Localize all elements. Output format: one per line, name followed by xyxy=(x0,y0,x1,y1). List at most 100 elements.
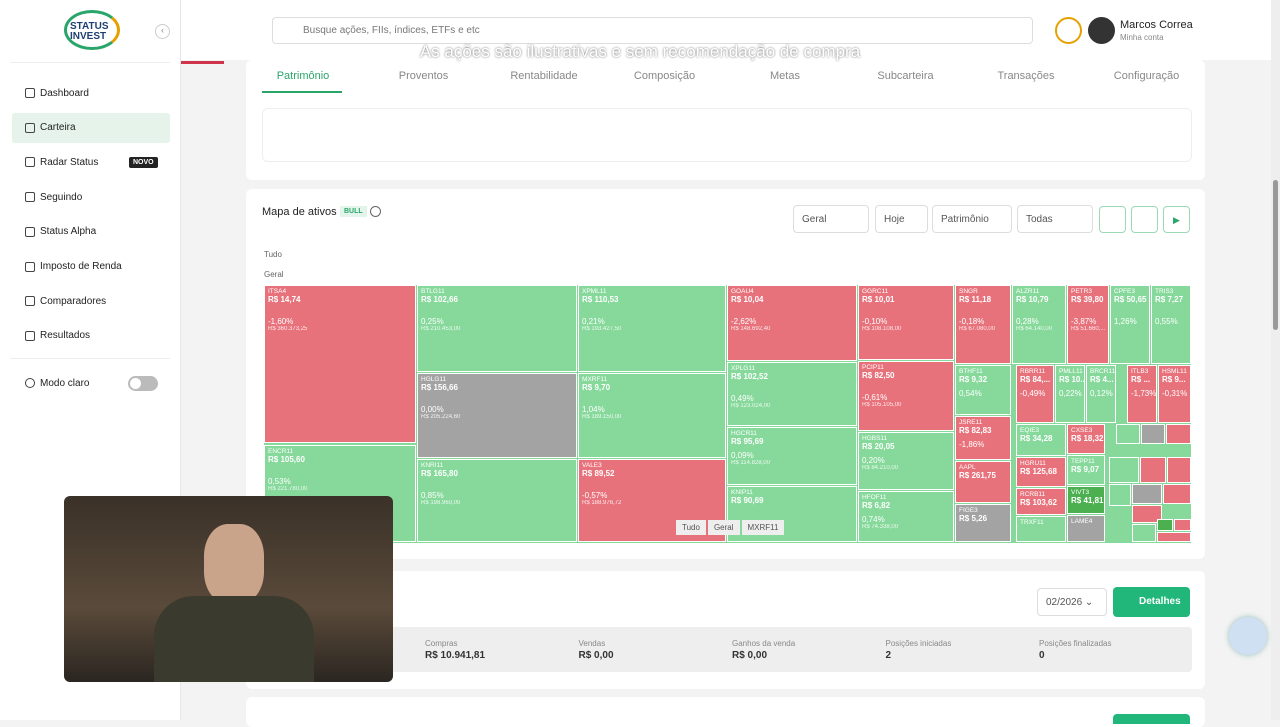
treemap-tile[interactable]: RBRR11 R$ 84,... -0,49% xyxy=(1016,365,1054,423)
treemap-tile[interactable]: HGBS11 R$ 20,05 0,20% R$ 84.210,00 xyxy=(858,432,954,490)
filter[interactable]: Todas xyxy=(1017,205,1093,233)
price: R$ 20,05 xyxy=(862,442,895,452)
nav-item[interactable]: Imposto de Renda xyxy=(12,252,170,282)
crumb[interactable]: Tudo xyxy=(676,520,706,535)
tab[interactable]: Configuração xyxy=(1113,70,1180,82)
collapse[interactable]: ‹ xyxy=(155,24,170,39)
label: Comparadores xyxy=(40,295,107,307)
month-select[interactable]: 02/2026 ⌄ xyxy=(1037,588,1107,616)
treemap-tile xyxy=(1132,505,1162,523)
crumb[interactable]: Geral xyxy=(707,520,740,535)
treemap-tile[interactable]: RCRB11 R$ 103,62 xyxy=(1016,488,1066,515)
nav-item[interactable]: Resultados xyxy=(12,321,170,351)
ticker: BTLG11 xyxy=(421,288,445,295)
nav-item[interactable]: Radar Status xyxy=(12,147,170,177)
nav-item[interactable]: Carteira xyxy=(12,112,170,143)
change: 0,12% xyxy=(1090,388,1113,398)
treemap-tile[interactable]: SNGR R$ 11,18 -0,18% R$ 67.080,00 xyxy=(955,285,1011,364)
treemap-tile[interactable]: TEPP11 R$ 9,07 xyxy=(1067,455,1105,485)
treemap-tile[interactable]: HGRU11 R$ 125,68 xyxy=(1016,457,1066,487)
share[interactable] xyxy=(1131,206,1158,233)
treemap-tile[interactable]: LAME4 xyxy=(1067,515,1105,542)
amount: R$ 108.108,00 xyxy=(862,325,902,332)
treemap-tile[interactable]: TRIS3 R$ 7,27 0,55% xyxy=(1151,285,1191,364)
treemap-tile[interactable]: HFOF11 R$ 6,82 0,74% R$ 74.338,00 xyxy=(858,491,954,542)
crumb[interactable]: Tudo xyxy=(264,250,282,259)
stat: Ganhos da venda R$ 0,00 xyxy=(732,639,795,661)
treemap-tile[interactable]: TRXF11 xyxy=(1016,516,1066,542)
label: Radar Status xyxy=(40,156,99,168)
tab[interactable]: Subcarteira xyxy=(877,70,934,82)
treemap-tile[interactable]: HGCR11 R$ 95,69 0,09% R$ 114.828,00 xyxy=(727,427,857,485)
tab[interactable]: Rentabilidade xyxy=(510,70,578,82)
chat[interactable] xyxy=(1229,617,1267,655)
info[interactable] xyxy=(370,206,381,217)
badge: NOVO xyxy=(129,157,158,168)
treemap-tile[interactable]: MXRF11 R$ 9,70 1,04% R$ 189.150,00 xyxy=(578,373,726,458)
nav-item[interactable]: Status Alpha xyxy=(12,217,170,247)
scrollbar xyxy=(1271,0,1280,720)
treemap-tile[interactable]: AAPL R$ 261,75 xyxy=(955,461,1011,503)
treemap-tile[interactable]: ALZR11 R$ 10,79 0,28% R$ 64.140,00 xyxy=(1012,285,1066,364)
crumb[interactable]: Geral xyxy=(264,270,284,279)
button[interactable] xyxy=(1113,714,1190,724)
tab[interactable]: Composição xyxy=(633,70,696,82)
treemap-tile xyxy=(1141,424,1165,444)
price: R$ 261,75 xyxy=(959,471,996,481)
treemap-tile[interactable]: PETR3 R$ 39,80 -3,87% R$ 51.660,... xyxy=(1067,285,1109,364)
notify[interactable] xyxy=(1055,17,1082,44)
treemap-tile[interactable]: BTLG11 R$ 102,66 0,25% R$ 210.453,00 xyxy=(417,285,577,372)
treemap-tile[interactable]: BTHF11 R$ 9,32 0,54% xyxy=(955,365,1011,415)
treemap-tile[interactable]: HGLG11 R$ 156,66 0,00% R$ 205.224,60 xyxy=(417,373,577,458)
nav-item[interactable]: Comparadores xyxy=(12,286,170,316)
treemap-tile[interactable]: XPLG11 R$ 102,52 0,49% R$ 123.024,00 xyxy=(727,362,857,426)
filter[interactable]: Geral xyxy=(793,205,869,233)
details-button[interactable]: Detalhes xyxy=(1113,587,1190,617)
treemap-tile[interactable]: ITSA4 R$ 14,74 -1,60% R$ 360.373,25 xyxy=(264,285,416,443)
treemap-tile[interactable]: GGRC11 R$ 10,01 -0,10% R$ 108.108,00 xyxy=(858,285,954,360)
price: R$ 156,66 xyxy=(421,383,458,393)
tab[interactable]: Proventos xyxy=(398,70,449,82)
nav-item[interactable]: Seguindo xyxy=(12,182,170,212)
treemap-tile[interactable]: GOAU4 R$ 10,04 -2,62% R$ 148.692,40 xyxy=(727,285,857,361)
price: R$ 9,32 xyxy=(959,375,988,385)
treemap-tile[interactable]: VIVT3 R$ 41,81 xyxy=(1067,486,1105,514)
treemap-tile xyxy=(1132,524,1156,542)
search[interactable]: Busque ações, FIIs, índices, ETFs e etc xyxy=(272,17,1033,44)
ticker: KNIP11 xyxy=(731,489,753,496)
treemap-tile[interactable]: XPML11 R$ 110,53 0,21% R$ 193.427,50 xyxy=(578,285,726,372)
ticker: PCIP11 xyxy=(862,364,884,371)
treemap-tile[interactable]: BRCR11 R$ 4... 0,12% xyxy=(1086,365,1116,423)
price: R$ 84,... xyxy=(1020,375,1051,385)
treemap-tile[interactable]: JSRE11 R$ 82,83 -1,86% xyxy=(955,416,1011,460)
filter[interactable]: Patrimônio xyxy=(932,205,1012,233)
theme-toggle[interactable]: Modo claro xyxy=(12,368,170,398)
treemap-tile[interactable]: PMLL11 R$ 10... 0,22% xyxy=(1055,365,1085,423)
treemap-tile[interactable]: FIGE3 R$ 5,26 xyxy=(955,504,1011,542)
switch[interactable] xyxy=(128,376,158,391)
crumb[interactable]: MXRF11 xyxy=(741,520,785,535)
icon xyxy=(25,157,35,168)
treemap-tile[interactable]: HSML11 R$ 9... -0,31% xyxy=(1158,365,1191,423)
treemap-tile[interactable]: CPFE3 R$ 50,65 1,26% xyxy=(1110,285,1150,364)
avatar[interactable] xyxy=(1088,17,1115,44)
expand[interactable] xyxy=(1099,206,1126,233)
filter[interactable]: Hoje xyxy=(875,205,928,233)
play[interactable]: ▶ xyxy=(1163,206,1190,233)
tab[interactable]: Transações xyxy=(997,70,1055,82)
icon xyxy=(25,330,35,341)
tab[interactable]: Patrimônio xyxy=(276,70,330,82)
price: R$ 82,83 xyxy=(959,426,992,436)
allocation xyxy=(262,108,1192,162)
nav-item[interactable]: Dashboard xyxy=(12,78,170,108)
price: R$ 41,81 xyxy=(1071,496,1104,506)
ticker: RCRB11 xyxy=(1020,491,1046,498)
ticker: KNRI11 xyxy=(421,462,444,469)
treemap-tile[interactable]: CXSE3 R$ 18,32 xyxy=(1067,424,1105,454)
treemap-tile[interactable]: ITLB3 R$ ... -1,73% xyxy=(1127,365,1157,423)
treemap-tile[interactable]: EQIE3 R$ 34,28 xyxy=(1016,424,1066,456)
tab[interactable]: Metas xyxy=(770,70,800,82)
treemap-tile[interactable]: KNRI11 R$ 165,80 0,85% R$ 198.960,00 xyxy=(417,459,577,542)
price: R$ 10... xyxy=(1059,375,1085,385)
treemap-tile[interactable]: PCIP11 R$ 82,50 -0,61% R$ 105.105,00 xyxy=(858,361,954,431)
